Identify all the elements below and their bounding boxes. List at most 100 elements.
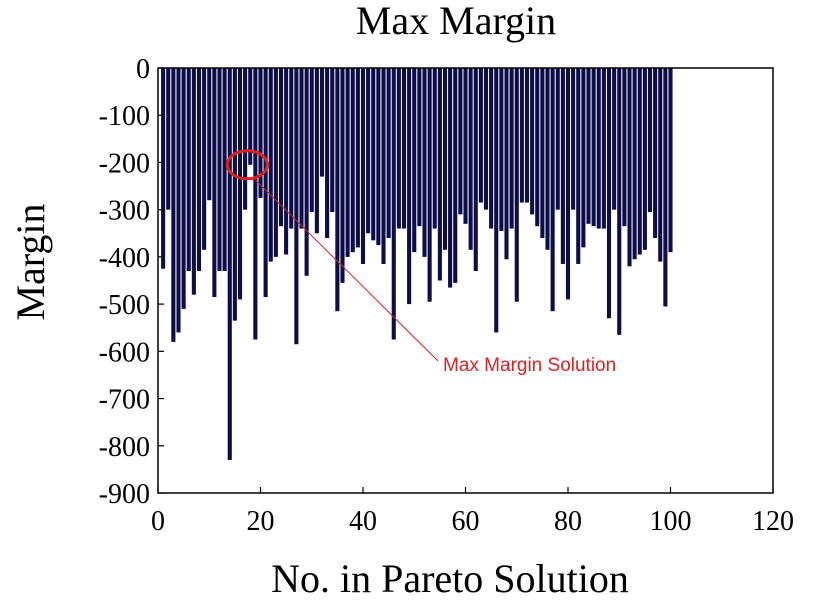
bar-13 (222, 68, 227, 272)
bar-30 (309, 68, 314, 213)
x-tick-label: 60 (452, 506, 480, 537)
bar-28 (299, 68, 304, 229)
bar-91 (622, 68, 627, 227)
bar-88 (606, 68, 612, 319)
bar-90 (617, 68, 622, 335)
bar-2 (166, 68, 171, 210)
bar-25 (284, 68, 289, 255)
bar-34 (330, 68, 335, 213)
bar-26 (289, 68, 294, 229)
bar-80 (565, 68, 571, 300)
bar-9 (202, 68, 207, 250)
bar-74 (535, 68, 540, 227)
x-tick-label: 0 (151, 506, 165, 537)
bar-15 (232, 68, 237, 321)
bar-7 (191, 68, 196, 295)
bar-59 (458, 68, 463, 215)
bar-72 (524, 68, 530, 203)
axis-ticks: 0 20 40 60 80 100 120 0 -100 -200 -300 -400 -500 -600… (99, 54, 794, 537)
bar-62 (473, 68, 478, 272)
bar-69 (509, 68, 514, 229)
bar-76 (545, 68, 550, 250)
x-tick-label: 120 (752, 506, 794, 537)
bar-61 (468, 68, 473, 250)
bar-51 (417, 68, 422, 227)
bar-85 (591, 68, 596, 227)
y-tick-label: -800 (99, 432, 150, 463)
y-axis-label: Margin (8, 203, 53, 320)
bar-83 (581, 68, 586, 248)
bar-6 (186, 68, 191, 272)
bar-70 (514, 68, 519, 302)
bar-48 (401, 68, 407, 229)
bar-21 (263, 68, 268, 298)
bar-78 (555, 68, 560, 210)
bar-33 (325, 68, 330, 238)
bar-97 (653, 68, 658, 238)
y-tick-label: -700 (99, 385, 150, 416)
bar-39 (355, 68, 360, 248)
bar-8 (196, 68, 202, 272)
bar-1 (161, 68, 166, 269)
bar-84 (586, 68, 591, 224)
annotation: Max Margin Solution (225, 149, 616, 376)
bar-100 (668, 68, 673, 253)
annotation-leader-line (254, 179, 439, 362)
bar-81 (571, 68, 576, 210)
bar-3 (171, 68, 176, 342)
bar-32 (319, 68, 325, 177)
bar-16 (237, 68, 243, 300)
bar-36 (340, 68, 345, 283)
bar-71 (519, 68, 524, 203)
bar-67 (499, 68, 504, 231)
bar-82 (576, 68, 581, 264)
bar-56 (442, 68, 448, 250)
bar-87 (601, 68, 606, 229)
bar-17 (243, 68, 248, 210)
bar-86 (596, 68, 601, 229)
bar-49 (407, 68, 412, 305)
bar-46 (391, 68, 396, 340)
y-tick-label: -100 (99, 101, 150, 132)
bar-35 (335, 68, 340, 312)
bar-14 (227, 68, 232, 460)
bar-63 (478, 68, 483, 203)
bar-55 (437, 68, 442, 281)
bar-89 (612, 68, 617, 210)
bar-45 (386, 68, 391, 238)
y-tick-label: -400 (99, 243, 150, 274)
bar-66 (494, 68, 499, 333)
bar-4 (176, 68, 181, 333)
y-tick-label: -300 (99, 196, 150, 227)
bar-75 (540, 68, 545, 238)
x-tick-label: 100 (650, 506, 692, 537)
bar-94 (637, 68, 642, 255)
bar-10 (207, 68, 212, 201)
bar-43 (376, 68, 381, 246)
bar-64 (483, 68, 489, 210)
bar-77 (550, 68, 555, 312)
bar-38 (350, 68, 355, 253)
y-tick-label: -900 (99, 479, 150, 510)
bar-47 (396, 68, 401, 229)
bar-95 (642, 68, 647, 250)
bar-29 (304, 68, 309, 276)
bar-68 (504, 68, 509, 260)
x-tick-label: 20 (247, 506, 275, 537)
bar-27 (294, 68, 299, 345)
bar-18 (248, 68, 253, 165)
y-tick-label: 0 (136, 54, 150, 85)
chart-title: Max Margin (356, 0, 556, 43)
bar-23 (273, 68, 278, 257)
annotation-circle (225, 149, 269, 181)
bar-22 (268, 68, 273, 262)
x-axis-label: No. in Pareto Solution (271, 556, 629, 600)
bar-52 (422, 68, 427, 257)
bar-92 (627, 68, 632, 267)
bar-19 (253, 68, 258, 340)
bar-79 (560, 68, 565, 264)
bars (161, 68, 673, 460)
bar-41 (366, 68, 371, 234)
bar-93 (632, 68, 637, 260)
